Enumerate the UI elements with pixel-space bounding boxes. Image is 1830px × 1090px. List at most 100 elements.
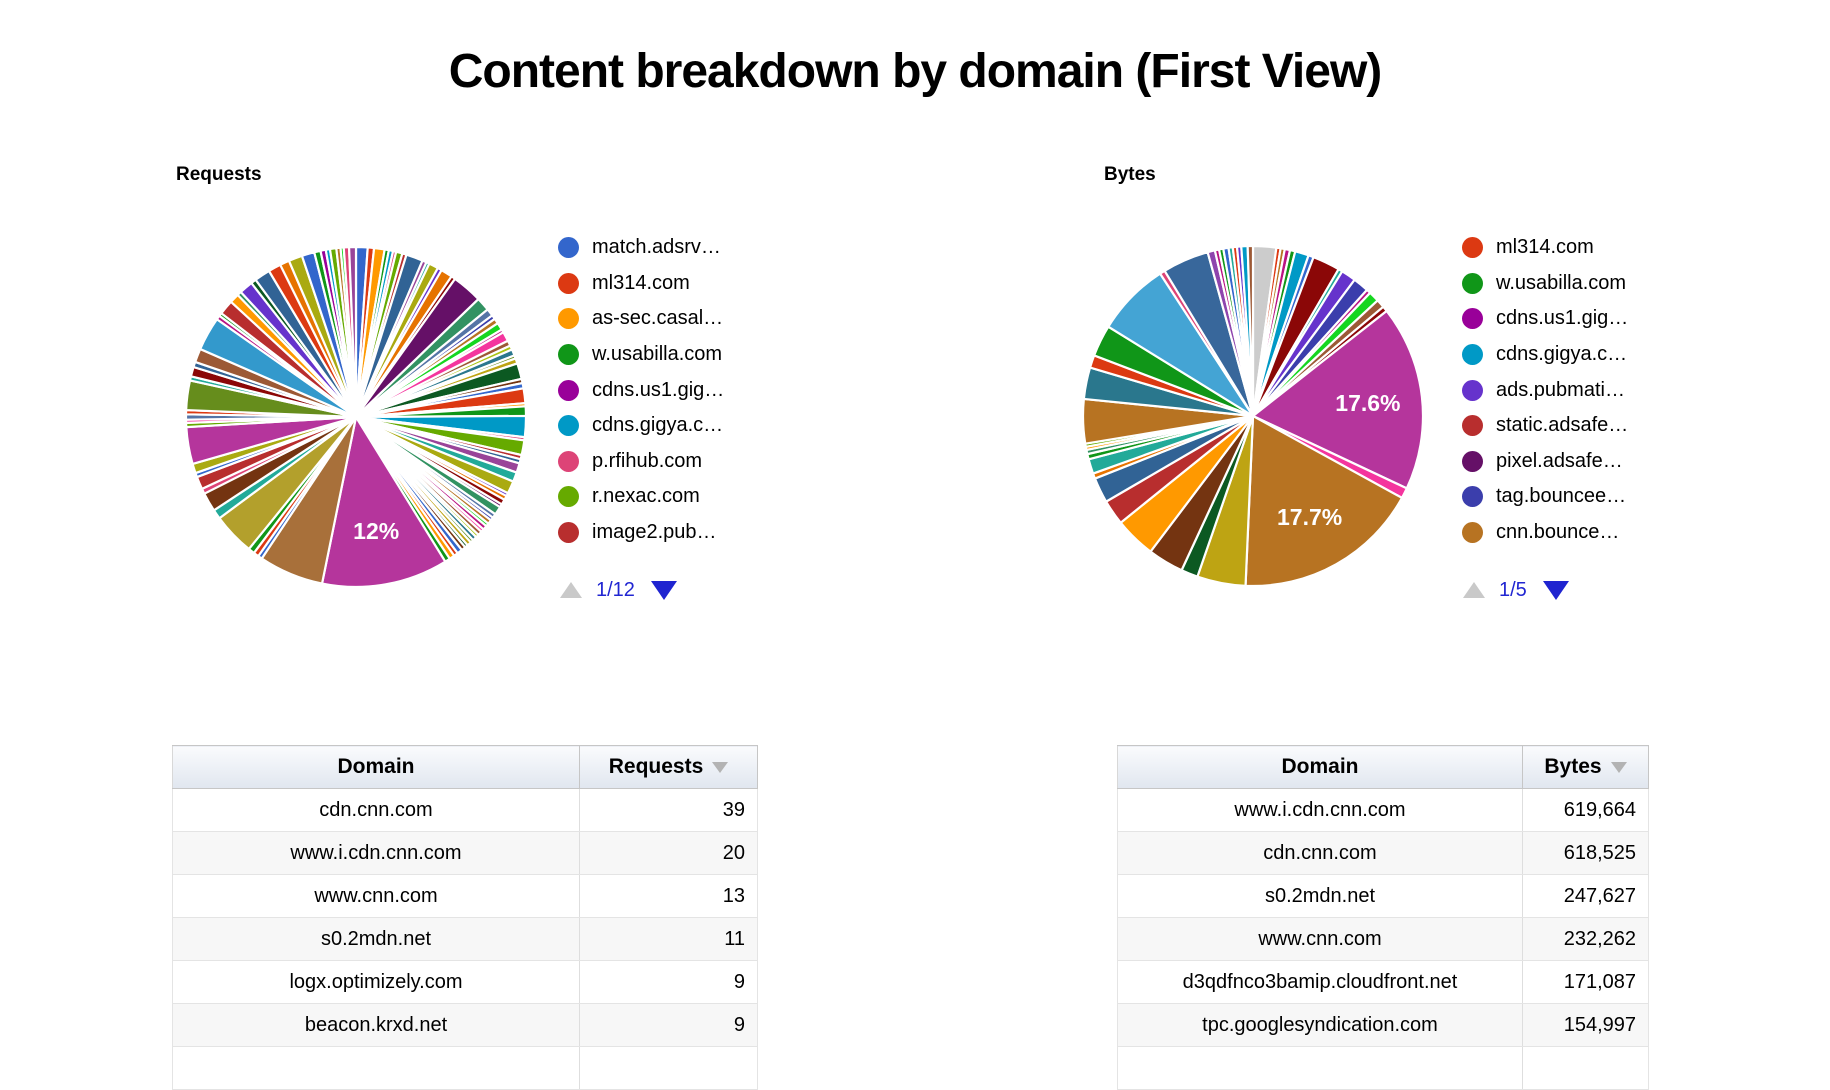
legend-item[interactable]: w.usabilla.com bbox=[1462, 266, 1628, 302]
bytes-legend-pager: 1/5 bbox=[1463, 578, 1569, 602]
legend-item[interactable]: static.adsafe… bbox=[1462, 408, 1628, 444]
table-row[interactable]: www.i.cdn.cnn.com 20 bbox=[172, 831, 758, 875]
table-row[interactable]: tpc.googlesyndication.com 154,997 bbox=[1117, 1003, 1649, 1047]
sort-descending-icon bbox=[1610, 761, 1627, 773]
legend-item[interactable]: image2.pub… bbox=[558, 515, 724, 551]
sort-descending-icon bbox=[712, 761, 729, 773]
table-row[interactable]: beacon.krxd.net 9 bbox=[172, 1003, 758, 1047]
legend-color-dot-icon bbox=[1462, 522, 1483, 544]
pie-slice[interactable] bbox=[1244, 414, 1404, 588]
requests-chart-title: Requests bbox=[176, 164, 262, 185]
requests-column-header[interactable]: Requests bbox=[579, 745, 758, 789]
domain-cell: www.cnn.com bbox=[1117, 917, 1523, 961]
domain-cell: d3qdfnco3bamip.cloudfront.net bbox=[1117, 960, 1523, 1004]
legend-color-dot-icon bbox=[558, 308, 579, 330]
legend-item[interactable]: ml314.com bbox=[558, 266, 724, 302]
legend-item[interactable]: pixel.adsafe… bbox=[1462, 444, 1628, 480]
legend-color-dot-icon bbox=[558, 522, 579, 544]
legend-label: static.adsafe… bbox=[1496, 414, 1629, 437]
legend-item[interactable]: r.nexac.com bbox=[558, 479, 724, 515]
value-cell: 39 bbox=[579, 788, 758, 832]
domain-cell: tpc.googlesyndication.com bbox=[1117, 1003, 1523, 1047]
legend-page-up-icon[interactable] bbox=[1463, 582, 1485, 598]
value-cell: 619,664 bbox=[1522, 788, 1649, 832]
legend-label: cdns.us1.gig… bbox=[1496, 307, 1629, 330]
legend-item[interactable]: cnn.bounce… bbox=[1462, 515, 1628, 551]
legend-color-dot-icon bbox=[1462, 272, 1483, 294]
legend-label: ml314.com bbox=[592, 271, 690, 294]
legend-label: ml314.com bbox=[1496, 236, 1594, 259]
legend-color-dot-icon bbox=[558, 379, 579, 401]
pie-slice[interactable] bbox=[1250, 309, 1425, 490]
legend-item[interactable]: p.rfihub.com bbox=[558, 444, 724, 480]
domain-column-header[interactable]: Domain bbox=[172, 745, 580, 789]
legend-label: match.adsrv… bbox=[592, 236, 721, 259]
domain-column-header[interactable]: Domain bbox=[1117, 745, 1523, 789]
table-row[interactable]: www.cnn.com 13 bbox=[172, 874, 758, 918]
value-cell: 618,525 bbox=[1522, 831, 1649, 875]
legend-color-dot-icon bbox=[1462, 344, 1483, 366]
legend-label: cdns.us1.gig… bbox=[592, 378, 725, 401]
legend-label: pixel.adsafe… bbox=[1496, 449, 1623, 472]
domain-cell bbox=[1117, 1046, 1523, 1090]
domain-cell: s0.2mdn.net bbox=[1117, 874, 1523, 918]
legend-item[interactable]: w.usabilla.com bbox=[558, 337, 724, 373]
legend-label: ads.pubmati… bbox=[1496, 378, 1625, 401]
pie-slice[interactable] bbox=[320, 414, 447, 589]
legend-color-dot-icon bbox=[1462, 415, 1483, 437]
legend-item[interactable]: cdns.gigya.c… bbox=[558, 408, 724, 444]
legend-label: r.nexac.com bbox=[592, 485, 700, 508]
domain-cell: logx.optimizely.com bbox=[172, 960, 580, 1004]
value-cell bbox=[1522, 1046, 1649, 1090]
requests-legend: match.adsrv… ml314.com as-sec.casal… w.usab… bbox=[558, 230, 724, 550]
legend-item[interactable]: tag.bouncee… bbox=[1462, 479, 1628, 515]
table-row[interactable]: cdn.cnn.com 618,525 bbox=[1117, 831, 1649, 875]
domain-cell: cdn.cnn.com bbox=[1117, 831, 1523, 875]
pie-slice-percent-label: 17.6% bbox=[1335, 390, 1400, 416]
legend-label: w.usabilla.com bbox=[592, 343, 723, 366]
domain-cell bbox=[172, 1046, 580, 1090]
page-title: Content breakdown by domain (First View) bbox=[448, 45, 1383, 99]
table-row[interactable]: www.i.cdn.cnn.com 619,664 bbox=[1117, 788, 1649, 832]
domain-cell: beacon.krxd.net bbox=[172, 1003, 580, 1047]
requests-legend-pager: 1/12 bbox=[560, 578, 677, 602]
legend-item[interactable]: cdns.gigya.c… bbox=[1462, 337, 1628, 373]
legend-label: tag.bouncee… bbox=[1496, 485, 1627, 508]
legend-label: as-sec.casal… bbox=[592, 307, 724, 330]
legend-item[interactable]: ml314.com bbox=[1462, 230, 1628, 266]
table-row bbox=[172, 1046, 758, 1090]
table-row[interactable]: s0.2mdn.net 247,627 bbox=[1117, 874, 1649, 918]
legend-color-dot-icon bbox=[1462, 486, 1483, 508]
legend-page-down-icon[interactable] bbox=[650, 580, 677, 600]
table-row bbox=[1117, 1046, 1649, 1090]
legend-label: cdns.gigya.c… bbox=[592, 414, 724, 437]
legend-page-up-icon[interactable] bbox=[560, 582, 582, 598]
legend-color-dot-icon bbox=[558, 450, 579, 472]
table-row[interactable]: d3qdfnco3bamip.cloudfront.net 171,087 bbox=[1117, 960, 1649, 1004]
table-row[interactable]: logx.optimizely.com 9 bbox=[172, 960, 758, 1004]
legend-item[interactable]: as-sec.casal… bbox=[558, 301, 724, 337]
table-row[interactable]: www.cnn.com 232,262 bbox=[1117, 917, 1649, 961]
legend-item[interactable]: match.adsrv… bbox=[558, 230, 724, 266]
legend-color-dot-icon bbox=[558, 415, 579, 437]
legend-item[interactable]: cdns.us1.gig… bbox=[1462, 301, 1628, 337]
value-cell: 13 bbox=[579, 874, 758, 918]
legend-label: cdns.gigya.c… bbox=[1496, 343, 1628, 366]
domain-cell: www.i.cdn.cnn.com bbox=[1117, 788, 1523, 832]
legend-color-dot-icon bbox=[1462, 237, 1483, 259]
table-row[interactable]: s0.2mdn.net 11 bbox=[172, 917, 758, 961]
legend-page-down-icon[interactable] bbox=[1542, 580, 1569, 600]
table-row[interactable]: cdn.cnn.com 39 bbox=[172, 788, 758, 832]
legend-label: w.usabilla.com bbox=[1496, 271, 1627, 294]
legend-page-indicator: 1/5 bbox=[1499, 578, 1527, 601]
bytes-column-header[interactable]: Bytes bbox=[1522, 745, 1649, 789]
bytes-legend: ml314.com w.usabilla.com cdns.us1.gig… cdns… bbox=[1462, 230, 1628, 550]
pie-slice[interactable] bbox=[1246, 244, 1255, 417]
legend-item[interactable]: ads.pubmati… bbox=[1462, 372, 1628, 408]
pie-slice[interactable] bbox=[347, 245, 358, 418]
pie-slice-percent-label: 17.7% bbox=[1277, 504, 1342, 530]
legend-item[interactable]: cdns.us1.gig… bbox=[558, 372, 724, 408]
table-header-row: Domain Requests bbox=[172, 745, 758, 789]
legend-label: image2.pub… bbox=[592, 521, 717, 544]
legend-page-indicator: 1/12 bbox=[596, 578, 635, 601]
